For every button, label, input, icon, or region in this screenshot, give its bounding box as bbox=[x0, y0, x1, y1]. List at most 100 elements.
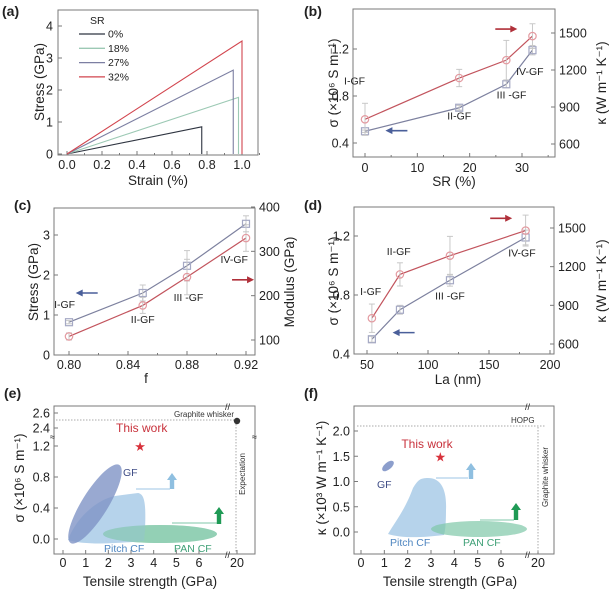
y-tick-label: 0.4 bbox=[33, 502, 50, 516]
sample-label: III -GF bbox=[174, 292, 204, 304]
this-work-label: This work bbox=[116, 421, 168, 435]
sample-label: IV-GF bbox=[516, 66, 543, 78]
axis-break-x-top: // bbox=[225, 402, 231, 412]
x-tick-label: 0.84 bbox=[116, 358, 140, 372]
up-arrow-shaft bbox=[169, 479, 175, 489]
y-axis-right-label: κ (W m⁻¹ K⁻¹) bbox=[594, 41, 609, 124]
sample-label: II-GF bbox=[131, 314, 155, 326]
legend-entry: 0% bbox=[108, 29, 123, 41]
panel-a-stress-strain: (a) 0.0 0.2 0.4 0.6 0.8 1.0 0 1 2 3 4 SR 0% 18% 27% 3… bbox=[2, 3, 260, 188]
y-axis-label: σ (×10⁶ S m⁻¹) bbox=[12, 434, 27, 523]
data-point-circle bbox=[501, 55, 511, 65]
data-point-circle bbox=[445, 251, 455, 261]
data-point-square bbox=[455, 103, 464, 112]
region-label-pitch-cf: Pitch CF bbox=[104, 543, 144, 555]
x-tick-label: 50 bbox=[360, 358, 374, 372]
data-point-circle bbox=[395, 270, 405, 279]
direction-arrow-right-icon bbox=[505, 214, 513, 222]
y-axis-label: Stress (GPa) bbox=[32, 43, 47, 121]
panel-e-label: (e) bbox=[4, 385, 21, 401]
x-tick-label: 6 bbox=[196, 556, 203, 570]
region-gf bbox=[382, 460, 394, 472]
x-tick-label: 0.2 bbox=[93, 158, 110, 172]
panel-f-label: (f) bbox=[304, 385, 318, 401]
y-right-tick-label: 600 bbox=[559, 138, 580, 152]
region-label-pitch-cf: Pitch CF bbox=[390, 537, 430, 549]
graphite-whisker-label: Graphite whisker bbox=[174, 410, 234, 419]
x-tick-label: 150 bbox=[479, 358, 500, 372]
y-right-tick-label: 1500 bbox=[559, 27, 587, 41]
y-tick-label: 0.8 bbox=[332, 90, 349, 104]
series-line-sr-18 bbox=[66, 96, 240, 155]
x-axis-label: SR (%) bbox=[432, 174, 476, 189]
x-tick-label: 0.92 bbox=[234, 358, 258, 372]
sample-label: III -GF bbox=[435, 290, 465, 302]
y-tick-label: 3 bbox=[46, 52, 53, 66]
axis-break-y-right: ≈ bbox=[252, 432, 257, 442]
y-tick-label: 0.5 bbox=[333, 500, 350, 514]
data-point-square bbox=[367, 335, 376, 344]
data-point-circle bbox=[64, 332, 74, 341]
x-axis-label: La (nm) bbox=[435, 372, 482, 387]
plot-frame bbox=[53, 207, 256, 356]
region-label-gf: GF bbox=[123, 467, 138, 479]
y-tick-label: 3 bbox=[43, 229, 50, 243]
axis-break-x-top: // bbox=[525, 402, 531, 412]
plot-frame bbox=[352, 8, 556, 158]
x-tick-label: 0.8 bbox=[198, 158, 215, 172]
legend-entry: 27% bbox=[108, 57, 129, 69]
x-tick-label: 4 bbox=[150, 556, 157, 570]
data-point-square bbox=[502, 80, 511, 89]
series-line-left bbox=[364, 49, 533, 132]
expectation-label: Expectation bbox=[238, 453, 247, 495]
data-point-square bbox=[445, 276, 455, 285]
x-tick-label: 0 bbox=[358, 556, 365, 570]
series-line-sr-27 bbox=[66, 69, 234, 155]
x-tick-label: 30 bbox=[515, 161, 529, 175]
x-tick-label: 0.6 bbox=[163, 158, 180, 172]
data-point-square bbox=[138, 288, 147, 298]
axis-break-x: // bbox=[525, 550, 531, 560]
y-tick-label: 0 bbox=[46, 148, 53, 162]
plot-frame bbox=[53, 405, 256, 555]
x-axis-label: Tensile strength (GPa) bbox=[383, 574, 517, 589]
panel-d-label: (d) bbox=[304, 197, 322, 213]
region-pitch-cf bbox=[388, 478, 447, 538]
legend: SR 0% 18% 27% 32% bbox=[79, 15, 129, 83]
plot-frame bbox=[57, 9, 259, 156]
data-point-circle bbox=[528, 31, 537, 41]
y-right-tick-label: 900 bbox=[558, 299, 579, 313]
sample-label: I-GF bbox=[54, 299, 75, 311]
x-tick-label: 100 bbox=[418, 358, 439, 372]
x-tick-label: 0 bbox=[362, 161, 369, 175]
legend-entry: 18% bbox=[108, 43, 129, 55]
up-arrow-icon bbox=[167, 473, 177, 480]
this-work-star-icon: ★ bbox=[435, 449, 447, 464]
direction-arrow-left-icon bbox=[392, 329, 400, 337]
panel-f-thermal-map: (f) 0 1 2 3 4 5 6 20 0.0 0.5 1.0 1.5 2.0 // // GF Pitch … bbox=[304, 385, 555, 589]
y-tick-label: 0 bbox=[43, 349, 50, 363]
data-point-circle bbox=[241, 233, 251, 243]
x-axis-label: Tensile strength (GPa) bbox=[83, 574, 217, 589]
series-line-sr-32 bbox=[66, 40, 243, 155]
panel-b-label: (b) bbox=[304, 3, 322, 19]
y-tick-label: 0.0 bbox=[333, 526, 350, 540]
panel-e-conductivity-map: (e) 0 1 2 3 4 5 6 20 0.0 0.4 0.8 1.2 2.42.6 // // ≈ ≈ GF P… bbox=[4, 385, 257, 589]
x-tick-label: 0.88 bbox=[175, 358, 199, 372]
panel-d-la: (d) 50 100 150 200 0.4 0.8 1.2 600 900 1200 1500 I… bbox=[304, 197, 609, 387]
y-axis-right-label: κ (W m⁻¹ K⁻¹) bbox=[594, 239, 609, 322]
graphite-whisker-label: Graphite whisker bbox=[541, 447, 550, 507]
up-arrow-icon bbox=[466, 463, 476, 470]
y-right-tick-label: 1200 bbox=[558, 260, 586, 274]
y-axis-right-label: Modulus (GPa) bbox=[282, 237, 297, 328]
x-tick-label: 1.0 bbox=[233, 158, 250, 172]
panel-a-label: (a) bbox=[2, 3, 19, 19]
x-tick-label: 1 bbox=[82, 556, 89, 570]
x-tick-label: 0.0 bbox=[58, 158, 75, 172]
series-line-right bbox=[371, 230, 526, 319]
y-tick-label: 1.5 bbox=[333, 450, 350, 464]
y-right-tick-label: 300 bbox=[259, 245, 280, 259]
data-point-square bbox=[395, 305, 405, 314]
y-right-tick-label: 1500 bbox=[558, 222, 586, 236]
